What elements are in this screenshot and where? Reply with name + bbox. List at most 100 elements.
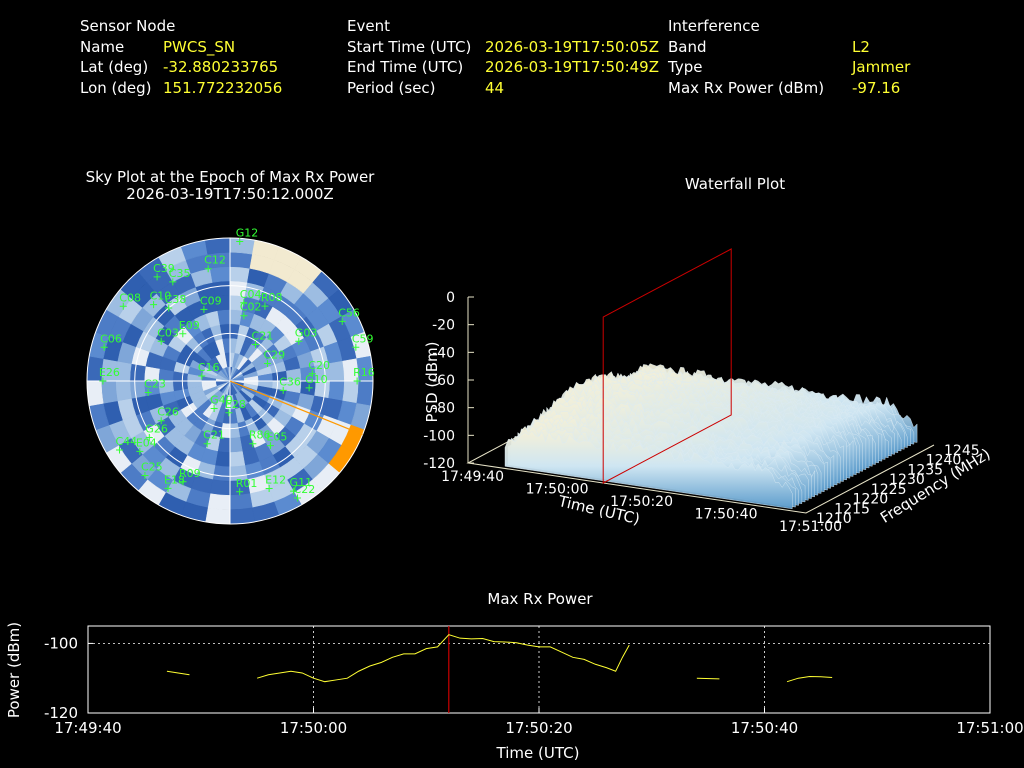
wf-y-tick-label: 1210	[816, 511, 852, 527]
satellite-r08: R08	[261, 291, 283, 310]
rx-x-tick-label: 17:50:40	[731, 719, 798, 737]
satellite-c21: C21	[252, 330, 274, 349]
rx-power-series	[166, 670, 190, 676]
satellite-c38: C38	[165, 293, 187, 312]
satellite-label: G12	[236, 227, 259, 240]
wf-y-tick-label: 1220	[853, 492, 889, 508]
satellite-marker	[294, 494, 302, 502]
wf-y-tick-label: 1245	[944, 443, 980, 459]
satellite-marker	[119, 302, 127, 310]
satellite-marker	[240, 299, 248, 307]
interference-type-value: Jammer	[852, 58, 911, 76]
satellite-label: C04	[240, 288, 262, 301]
sky-sector	[229, 252, 253, 269]
rx-ylabel: Power (dBm)	[5, 622, 23, 718]
satellite-label: C38	[165, 293, 187, 306]
satellite-marker	[145, 434, 153, 442]
sensor-node-title: Sensor Node	[80, 17, 176, 35]
skyplot-subtitle: 2026-03-19T17:50:12.000Z	[126, 185, 334, 203]
satellite-g10: G10	[305, 373, 328, 392]
satellite-label: C56	[338, 306, 360, 319]
sky-sector	[129, 363, 146, 382]
satellite-e04: E04	[136, 436, 157, 455]
interference-title: Interference	[668, 17, 760, 35]
satellite-c59: C59	[352, 332, 374, 351]
wf-x-tick-label: 17:51:00	[779, 519, 842, 535]
satellite-c26: C26	[157, 406, 179, 425]
satellite-marker	[249, 440, 257, 448]
satellite-label: C09	[200, 294, 222, 307]
event-end-value: 2026-03-19T17:50:49Z	[485, 58, 659, 76]
satellite-marker	[141, 471, 149, 479]
max-rx-power-plot: 17:49:40 17:50:00 17:50:20 17:50:40 17:51:00…	[44, 625, 1024, 737]
wf-z-tick-label: -60	[432, 373, 455, 389]
satellite-label: E28	[225, 398, 246, 411]
satellite-marker	[261, 302, 269, 310]
sky-sector	[328, 380, 345, 402]
event-block: Event Start Time (UTC) 2026-03-19T17:50:0…	[347, 16, 667, 98]
interference-power-key: Max Rx Power (dBm)	[668, 78, 825, 97]
wf-z-tick-label: 0	[446, 290, 455, 306]
satellite-c08: C08	[119, 291, 141, 310]
satellite-marker	[308, 370, 316, 378]
sensor-lat-value: -32.880233765	[163, 58, 279, 76]
satellite-marker	[266, 442, 274, 450]
satellite-c22: C22	[294, 483, 315, 502]
satellite-marker	[279, 386, 287, 394]
satellite-g40: G40	[210, 394, 233, 413]
satellite-marker	[136, 447, 144, 455]
sky-sector	[229, 493, 253, 510]
wf-z-tick-label: -20	[432, 318, 455, 334]
satellite-e26: E26	[99, 366, 120, 385]
satellite-marker	[338, 317, 346, 325]
wf-zlabel: PSD (dBm)	[423, 341, 441, 422]
satellite-c29: C29	[263, 349, 285, 368]
satellite-label: C03	[157, 326, 179, 339]
satellite-marker	[353, 377, 361, 385]
satellite-marker	[153, 273, 161, 281]
sensor-lat-key: Lat (deg)	[80, 58, 149, 76]
interference-power-value: -97.16	[852, 78, 901, 97]
satellite-g03: G03	[295, 326, 317, 345]
rx-plot-frame	[87, 625, 991, 714]
sky-sector	[229, 238, 256, 255]
satellite-marker	[265, 485, 273, 493]
satellite-marker	[240, 312, 248, 320]
wf-z-tick-label: -120	[423, 456, 455, 472]
satellite-r01: R01	[236, 477, 257, 496]
satellite-r09: R09	[179, 467, 201, 486]
rx-y-tick-label: -100	[44, 634, 78, 652]
satellite-c16: C16	[198, 361, 220, 380]
satellite-e18: E18	[164, 473, 185, 492]
sky-sector	[217, 309, 231, 325]
jammer-direction-line	[229, 380, 363, 436]
wf-x-tick-label: 17:50:20	[610, 494, 673, 510]
satellite-marker	[179, 478, 187, 486]
satellite-marker	[236, 238, 244, 246]
satellite-label: C29	[263, 349, 285, 362]
sky-sector	[356, 380, 373, 407]
satellite-label: C21	[252, 330, 274, 343]
satellite-label: C25	[141, 460, 163, 473]
rx-y-tick-label: -120	[44, 704, 78, 722]
sky-sector	[129, 380, 146, 399]
sensor-name-key: Name	[80, 37, 125, 56]
satellite-label: C59	[352, 332, 374, 345]
satellite-label: E04	[136, 436, 157, 449]
satellite-marker	[179, 330, 187, 338]
satellite-label: R86	[249, 429, 271, 442]
satellite-marker	[305, 384, 313, 392]
satellite-marker	[99, 377, 107, 385]
sky-sector	[207, 493, 231, 510]
satellite-marker	[157, 337, 165, 345]
satellite-g11: G11	[290, 476, 312, 495]
sky-sector	[342, 380, 359, 404]
sky-sector	[204, 507, 231, 524]
satellite-c04: C04	[240, 288, 262, 307]
satellite-marker	[295, 337, 303, 345]
wf-spectrum-slice	[504, 430, 793, 510]
satellite-label: C08	[119, 291, 141, 304]
satellite-label: C39	[153, 262, 175, 275]
rx-x-tick-label: 17:51:00	[956, 719, 1023, 737]
